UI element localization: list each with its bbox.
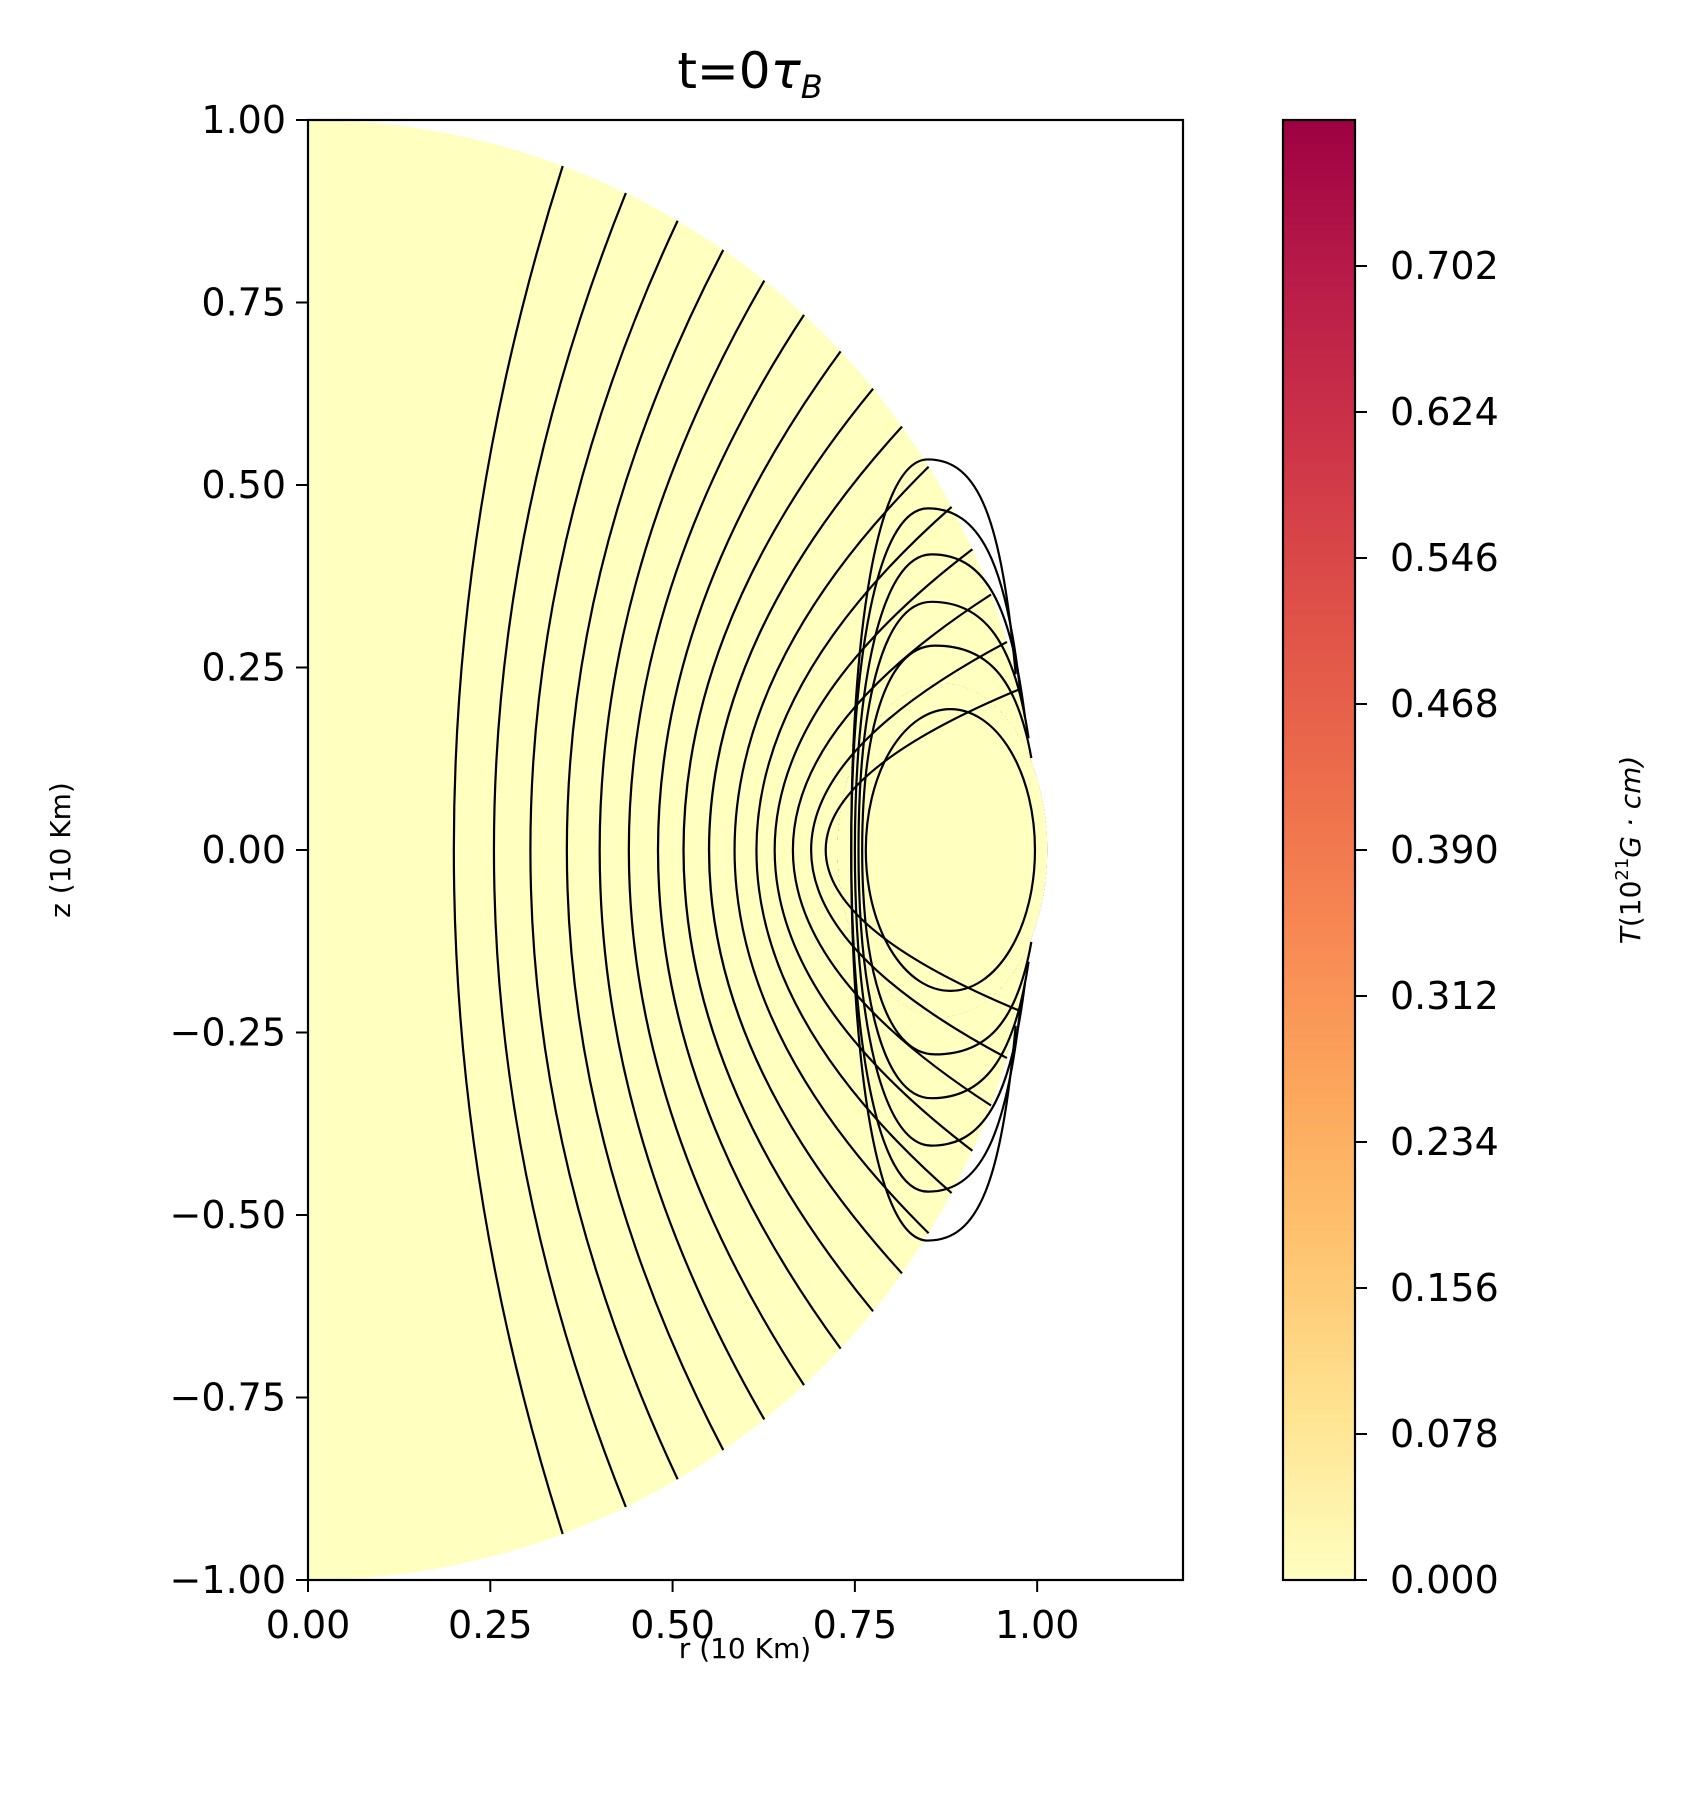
x-tick-label: 0.25 <box>448 1603 533 1647</box>
y-axis-title: z (10 Km) <box>44 782 77 918</box>
colorbar-tick-label: 0.468 <box>1390 682 1499 726</box>
colorbar-tick-label: 0.000 <box>1390 1558 1499 1602</box>
x-tick-label: 0.75 <box>813 1603 898 1647</box>
hot-spot <box>837 683 1048 1017</box>
contour-line <box>529 220 679 1480</box>
y-tick-label: 0.25 <box>201 646 286 690</box>
colorbar-title: T(1021G · cm) <box>1612 756 1647 945</box>
y-tick-label: 1.00 <box>201 98 286 142</box>
contour-line <box>792 593 992 1107</box>
y-tick-label: −0.75 <box>170 1376 286 1420</box>
contour-line <box>810 640 1008 1060</box>
colorbar-tick-label: 0.624 <box>1390 390 1499 434</box>
y-tick-label: 0.75 <box>201 281 286 325</box>
y-tick-label: 0.50 <box>201 463 286 507</box>
contour-line <box>850 507 1022 1193</box>
colorbar-tick-label: 0.546 <box>1390 536 1499 580</box>
y-axis: 1.00 0.75 0.50 0.25 0.00 −0.25 −0.50 −0.75 −1.00 <box>170 98 308 1602</box>
contour-loop <box>864 708 1037 992</box>
contour-line <box>452 165 564 1535</box>
y-tick-label: 0.00 <box>201 828 286 872</box>
contour-line <box>853 553 1027 1147</box>
y-tick-label: −0.25 <box>170 1011 286 1055</box>
colorbar-ticks: 0.000 0.078 0.156 0.234 0.312 0.390 0.468 0.546… <box>1355 244 1499 1602</box>
contour-line <box>733 465 930 1235</box>
contour-line <box>492 192 627 1508</box>
x-axis-title: r (10 Km) <box>679 1632 811 1665</box>
contour-line <box>824 688 1020 1012</box>
contour-line <box>861 644 1033 1056</box>
plot-area: 0.00 0.25 0.50 0.75 1.00 1.000.750.500.250.0… <box>170 98 1185 1647</box>
contour-line <box>755 506 953 1194</box>
x-tick-label: 0.50 <box>630 1603 715 1647</box>
contour-line <box>682 387 874 1313</box>
contour-line <box>565 249 725 1451</box>
contour-line <box>627 314 805 1386</box>
colorbar-fill <box>1283 120 1355 1580</box>
x-tick-label: 0.00 <box>266 1603 351 1647</box>
colorbar-tick-label: 0.312 <box>1390 974 1499 1018</box>
contour-line <box>857 600 1030 1100</box>
x-tick-label: 1.00 <box>995 1603 1080 1647</box>
half-disk-domain <box>308 120 1038 1580</box>
y-tick-label: −0.50 <box>170 1193 286 1237</box>
contour-line <box>598 280 766 1420</box>
field-line-contours <box>452 165 1037 1535</box>
chart-title: t=0τB <box>677 42 822 106</box>
colorbar-tick-label: 0.702 <box>1390 244 1499 288</box>
colorbar: 0.000 0.078 0.156 0.234 0.312 0.390 0.468 0.546… <box>1281 118 1647 1602</box>
colorbar-tick-label: 0.078 <box>1390 1412 1499 1456</box>
contour-line <box>657 350 842 1350</box>
colorbar-tick-label: 0.390 <box>1390 828 1499 872</box>
y-tick-label: −1.00 <box>170 1558 286 1602</box>
colorbar-tick-label: 0.234 <box>1390 1120 1499 1164</box>
colorbar-tick-label: 0.156 <box>1390 1266 1499 1310</box>
x-axis: 0.00 0.25 0.50 0.75 1.00 <box>266 1580 1080 1647</box>
contour-line <box>708 425 903 1275</box>
